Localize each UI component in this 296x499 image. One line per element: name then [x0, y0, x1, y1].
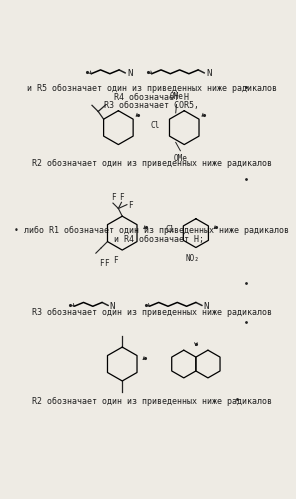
Text: N: N	[206, 69, 211, 78]
Text: F: F	[113, 256, 118, 265]
Text: R3 обозначает один из приведенных ниже радикалов: R3 обозначает один из приведенных ниже р…	[32, 308, 272, 317]
Text: N: N	[110, 302, 115, 311]
Polygon shape	[107, 216, 137, 250]
Text: • либо R1 обозначает один из приведенных ниже радикалов: • либо R1 обозначает один из приведенных…	[14, 226, 289, 235]
Text: и R5 обозначает один из приведенных ниже радикалов: и R5 обозначает один из приведенных ниже…	[27, 84, 277, 93]
Text: F: F	[128, 201, 133, 210]
Text: OMe: OMe	[170, 92, 184, 101]
Text: N: N	[204, 302, 209, 311]
Text: R3 обозначает COR5,: R3 обозначает COR5,	[104, 101, 199, 110]
Polygon shape	[196, 350, 220, 378]
Text: F: F	[104, 258, 109, 267]
Polygon shape	[172, 350, 196, 378]
Polygon shape	[170, 111, 199, 145]
Text: R2 обозначает один из приведенных ниже радикалов: R2 обозначает один из приведенных ниже р…	[32, 397, 272, 406]
Text: NO₂: NO₂	[185, 253, 199, 262]
Text: F: F	[119, 193, 124, 202]
Polygon shape	[183, 219, 208, 248]
Text: R2 обозначает один из приведенных ниже радикалов: R2 обозначает один из приведенных ниже р…	[32, 159, 272, 168]
Text: и R4 обозначает H;: и R4 обозначает H;	[99, 235, 204, 244]
Text: Cl: Cl	[150, 121, 160, 130]
Text: Cl: Cl	[166, 225, 175, 234]
Polygon shape	[104, 111, 133, 145]
Text: N: N	[127, 69, 132, 78]
Polygon shape	[107, 347, 137, 381]
Text: F: F	[111, 193, 115, 202]
Text: OMe: OMe	[173, 154, 187, 163]
Text: F: F	[99, 258, 104, 267]
Text: R4 обозначает H: R4 обозначает H	[114, 93, 189, 102]
